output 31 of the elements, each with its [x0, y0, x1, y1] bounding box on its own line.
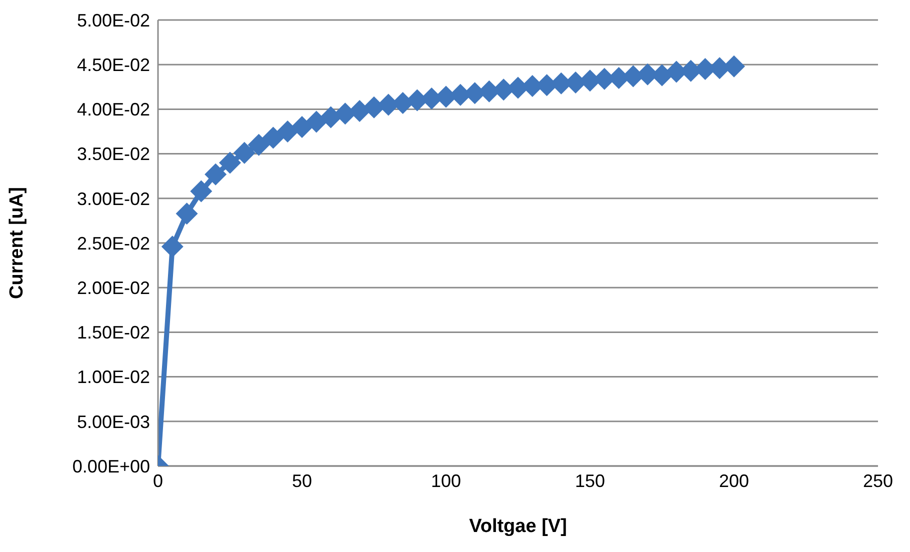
- y-axis-title: Current [uA]: [6, 187, 28, 299]
- x-tick-label: 100: [430, 470, 462, 491]
- point: [291, 116, 313, 138]
- point: [320, 106, 342, 128]
- point: [190, 180, 212, 202]
- y-tick-label: 3.50E-02: [76, 144, 150, 164]
- point: [276, 120, 299, 142]
- y-tick-label: 4.00E-02: [76, 100, 150, 120]
- x-tick-label: 50: [292, 470, 312, 491]
- point: [176, 202, 198, 225]
- y-tick-label: 5.00E-02: [76, 10, 150, 30]
- point: [305, 110, 328, 133]
- y-tick-label: 3.00E-02: [76, 188, 150, 209]
- point: [248, 134, 270, 156]
- point: [219, 152, 241, 174]
- x-tick-label: 150: [574, 470, 606, 491]
- y-tick-label: 2.50E-02: [76, 233, 150, 254]
- x-tick-label: 0: [152, 470, 164, 491]
- point: [204, 163, 227, 186]
- point: [233, 142, 256, 164]
- point: [161, 236, 184, 258]
- y-tick-label: 5.00E-03: [76, 412, 150, 432]
- x-tick-label: 200: [718, 470, 750, 491]
- y-tick-label: 0.00E+00: [72, 456, 150, 476]
- y-tick-label: 4.50E-02: [76, 54, 150, 75]
- point: [262, 126, 284, 149]
- x-tick-label: 250: [862, 470, 894, 491]
- y-tick-label: 2.00E-02: [76, 278, 150, 298]
- x-axis-title: Voltgae [V]: [469, 516, 567, 537]
- y-tick-label: 1.00E-02: [76, 367, 150, 388]
- y-tick-label: 1.50E-02: [76, 322, 150, 343]
